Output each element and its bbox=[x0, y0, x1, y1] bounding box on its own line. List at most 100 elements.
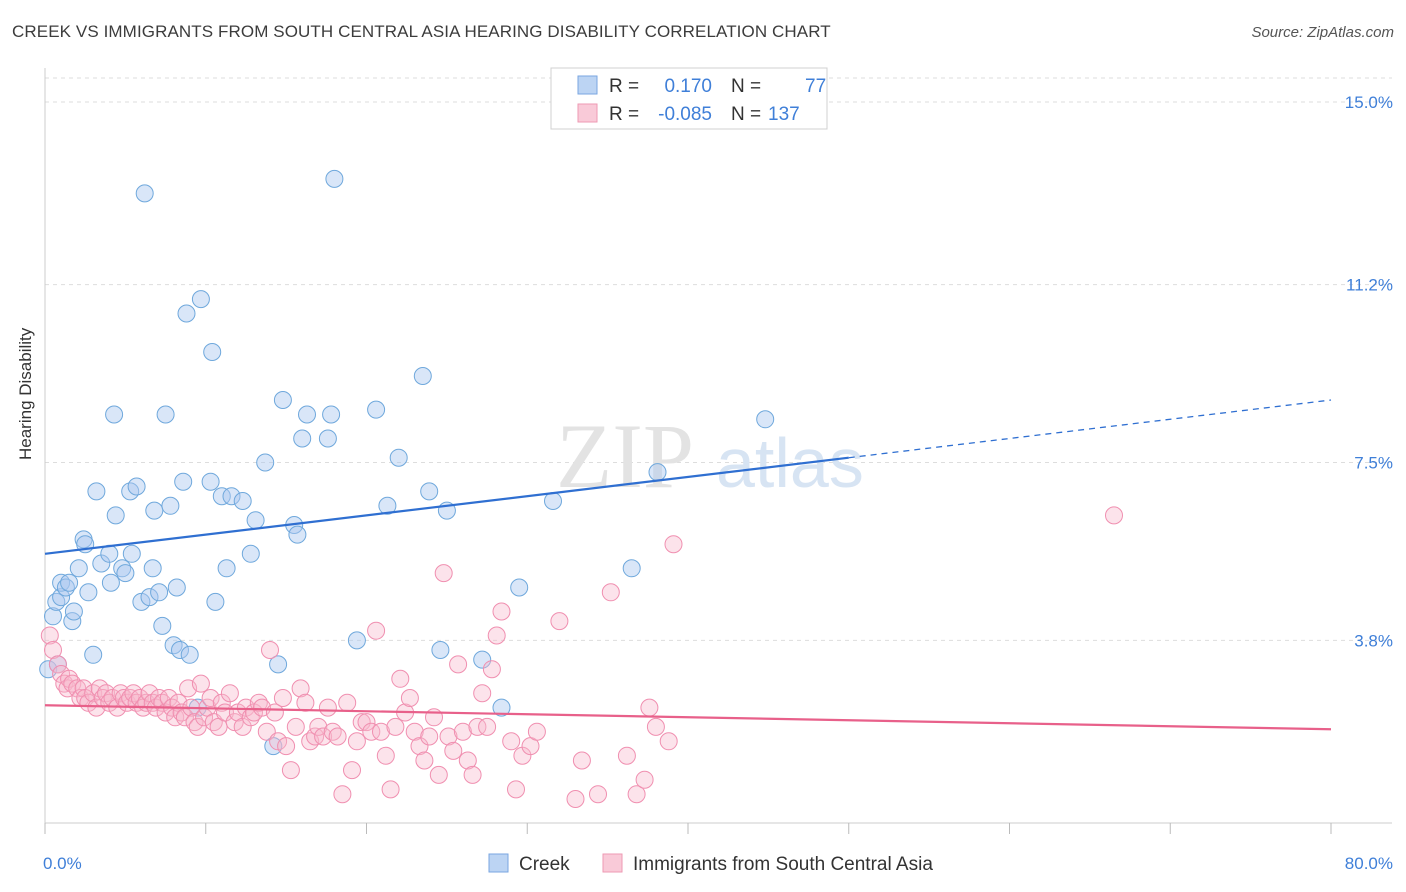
creek-point bbox=[246, 511, 265, 530]
immigrants-point bbox=[487, 626, 506, 645]
immigrants-point bbox=[659, 732, 678, 751]
creek-swatch bbox=[577, 75, 598, 95]
chart-source: Source: ZipAtlas.com bbox=[1251, 24, 1394, 41]
creek-point bbox=[756, 410, 775, 429]
creek-point bbox=[180, 645, 199, 664]
immigrants-point bbox=[40, 626, 59, 645]
creek-point bbox=[171, 641, 189, 659]
immigrants-point bbox=[410, 737, 429, 756]
creek-point bbox=[101, 573, 120, 592]
creek-point bbox=[52, 588, 71, 607]
creek-point bbox=[56, 578, 75, 597]
creek-point bbox=[79, 583, 98, 602]
creek-point bbox=[431, 641, 450, 659]
immigrants-point bbox=[664, 535, 683, 554]
immigrants-point bbox=[635, 770, 654, 789]
immigrants-point bbox=[449, 655, 468, 674]
watermark: ZIP atlas bbox=[556, 405, 864, 507]
creek-r-value: 0.170 bbox=[664, 76, 712, 97]
immigrants-trend-line bbox=[44, 704, 1332, 731]
creek-point bbox=[164, 636, 183, 655]
immigrants-point bbox=[429, 765, 448, 784]
immigrants-n-value: 137 bbox=[768, 104, 800, 125]
creek-n-value: 77 bbox=[805, 76, 826, 97]
watermark-atlas: atlas bbox=[716, 424, 864, 502]
immigrants-point bbox=[434, 564, 453, 583]
creek-r-label: R = bbox=[609, 76, 639, 97]
immigrants-point bbox=[566, 790, 585, 808]
creek-point bbox=[212, 487, 231, 506]
creek-trend-extension bbox=[848, 399, 1332, 459]
trend-layer bbox=[44, 399, 1332, 731]
immigrants-point bbox=[507, 780, 525, 799]
immigrants-point bbox=[646, 717, 665, 736]
creek-point bbox=[113, 559, 132, 578]
immigrants-point bbox=[191, 674, 210, 693]
immigrants-point bbox=[405, 722, 424, 741]
immigrants-r-label: R = bbox=[609, 104, 639, 125]
immigrants-point bbox=[391, 669, 410, 688]
immigrants-point bbox=[333, 785, 352, 804]
immigrants-point bbox=[265, 703, 284, 722]
creek-point bbox=[135, 184, 154, 203]
immigrants-point bbox=[439, 727, 458, 746]
creek-point bbox=[233, 492, 252, 510]
immigrants-point bbox=[314, 727, 333, 746]
watermark-zip: ZIP bbox=[556, 405, 694, 507]
creek-point bbox=[203, 343, 222, 361]
immigrants-point bbox=[201, 689, 220, 707]
immigrants-point bbox=[277, 737, 296, 756]
immigrants-point bbox=[90, 679, 109, 698]
creek-point bbox=[174, 472, 193, 491]
x-tick-label: 80.0% bbox=[1345, 854, 1393, 873]
immigrants-point bbox=[261, 641, 279, 659]
immigrants-point bbox=[328, 727, 347, 746]
creek-point bbox=[87, 482, 106, 501]
creek-n-label: N = bbox=[731, 76, 761, 97]
creek-point bbox=[161, 496, 180, 515]
immigrants-point bbox=[296, 693, 315, 712]
legend-immigrants-label: Immigrants from South Central Asia bbox=[633, 854, 933, 875]
immigrants-point bbox=[473, 684, 492, 703]
series-legend: Creek Immigrants from South Central Asia bbox=[488, 853, 933, 875]
creek-point bbox=[47, 592, 66, 611]
creek-point bbox=[389, 448, 408, 467]
immigrants-point bbox=[185, 713, 204, 732]
creek-point bbox=[318, 429, 337, 448]
creek-point bbox=[167, 578, 186, 597]
immigrants-point bbox=[63, 674, 82, 693]
immigrants-point bbox=[458, 751, 477, 770]
immigrants-point bbox=[166, 708, 185, 727]
immigrants-point bbox=[589, 785, 607, 804]
immigrants-point bbox=[273, 689, 292, 707]
immigrants-point bbox=[347, 732, 366, 751]
creek-point bbox=[122, 544, 141, 563]
creek-point bbox=[64, 602, 83, 621]
creek-point bbox=[492, 698, 511, 717]
immigrants-point bbox=[48, 655, 67, 674]
creek-point bbox=[273, 391, 292, 409]
creek-trend-line bbox=[44, 456, 849, 555]
immigrants-point bbox=[640, 698, 659, 717]
immigrants-point bbox=[381, 780, 400, 799]
x-tick-label: 0.0% bbox=[43, 854, 82, 873]
immigrants-point bbox=[58, 679, 77, 698]
y-tick-label: 7.5% bbox=[1354, 454, 1393, 473]
immigrants-point bbox=[627, 785, 646, 804]
creek-point bbox=[510, 578, 529, 597]
creek-point bbox=[347, 631, 366, 650]
immigrants-point bbox=[318, 698, 337, 717]
immigrants-point bbox=[44, 641, 62, 659]
immigrants-point bbox=[1105, 506, 1123, 525]
creek-point bbox=[420, 482, 439, 501]
creek-point bbox=[322, 405, 341, 424]
legend-creek-label: Creek bbox=[519, 854, 570, 875]
creek-point bbox=[69, 559, 88, 578]
immigrants-point bbox=[249, 693, 268, 712]
immigrants-point bbox=[482, 660, 501, 679]
y-tick-label: 11.2% bbox=[1346, 276, 1393, 295]
immigrants-point bbox=[372, 722, 390, 741]
immigrants-point bbox=[572, 751, 591, 770]
immigrants-point bbox=[338, 693, 357, 712]
creek-point bbox=[143, 559, 162, 578]
